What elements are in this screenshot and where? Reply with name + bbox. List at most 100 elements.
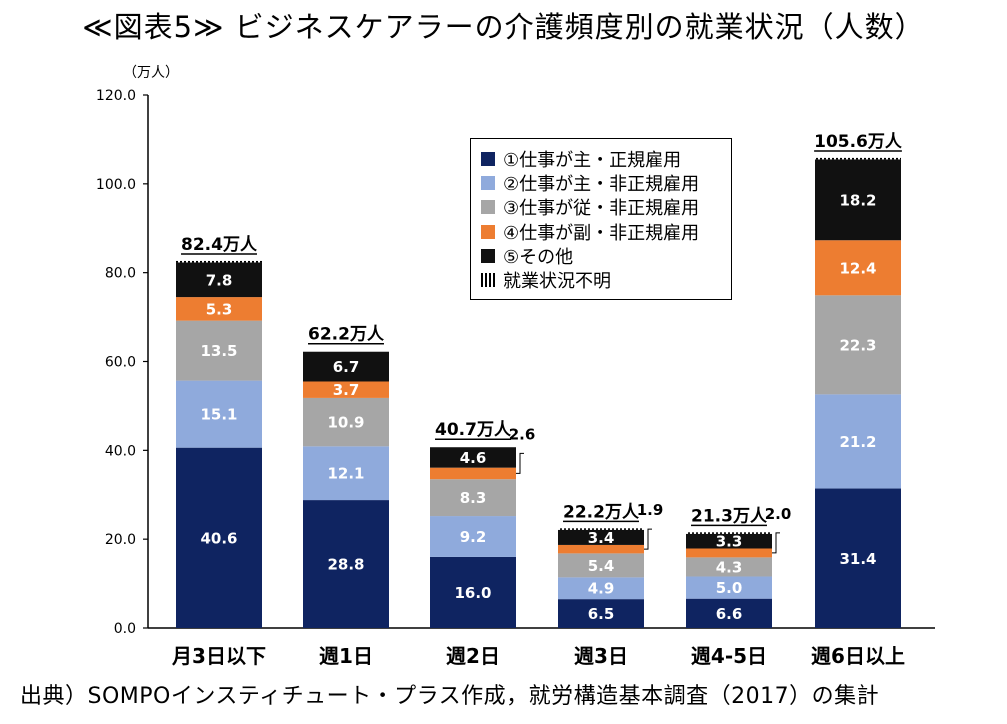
data-label: 21.2 bbox=[839, 433, 876, 451]
total-label: 82.4万人 bbox=[181, 235, 258, 255]
bar-segment bbox=[558, 529, 644, 545]
source-note: 出典）SOMPOインスティチュート・プラス作成，就労構造基本調査（2017）の集… bbox=[20, 684, 880, 709]
legend-label: ⑤その他 bbox=[503, 246, 574, 268]
bar-segment bbox=[558, 577, 644, 600]
data-label: 31.4 bbox=[839, 550, 876, 568]
total-label: 22.2万人 bbox=[563, 502, 640, 522]
y-tick-label: 40.0 bbox=[105, 443, 136, 459]
legend-label: ④仕事が副・非正規雇用 bbox=[503, 222, 700, 244]
bar-segment bbox=[558, 544, 644, 554]
legend-label: ①仕事が主・正規雇用 bbox=[503, 150, 682, 172]
y-tick-label: 20.0 bbox=[105, 532, 136, 548]
bar-segment bbox=[558, 599, 644, 628]
data-label: 3.7 bbox=[333, 381, 360, 399]
bar-segment bbox=[558, 528, 644, 530]
bar-segment bbox=[686, 576, 772, 599]
legend-label: ②仕事が主・非正規雇用 bbox=[503, 174, 700, 196]
bar-segment bbox=[176, 380, 262, 448]
legend-item: ⑤その他 bbox=[481, 244, 721, 268]
bar-segment bbox=[815, 488, 901, 628]
bar-segment bbox=[815, 295, 901, 395]
bar-segment bbox=[558, 553, 644, 578]
data-label: 2.0 bbox=[765, 505, 792, 523]
data-label: 10.9 bbox=[327, 414, 364, 432]
y-tick-label: 60.0 bbox=[105, 355, 136, 371]
bar-segment bbox=[430, 467, 516, 480]
legend-item: ②仕事が主・非正規雇用 bbox=[481, 171, 721, 195]
bar-segment bbox=[430, 479, 516, 517]
data-label: 22.3 bbox=[839, 336, 876, 354]
bar-segment bbox=[815, 240, 901, 296]
data-label: 7.8 bbox=[206, 271, 233, 289]
data-label: 4.3 bbox=[716, 558, 743, 576]
data-label: 12.1 bbox=[327, 465, 364, 483]
legend-label: 就業状況不明 bbox=[503, 271, 611, 293]
legend-item: ③仕事が従・非正規雇用 bbox=[481, 195, 721, 219]
data-label: 28.8 bbox=[327, 556, 364, 574]
legend: ①仕事が主・正規雇用 ②仕事が主・非正規雇用 ③仕事が従・非正規雇用 ④仕事が副… bbox=[470, 138, 732, 300]
legend-swatch bbox=[481, 200, 495, 215]
x-tick-label: 週6日以上 bbox=[811, 644, 905, 668]
bar-segment bbox=[303, 381, 389, 398]
bar-segment bbox=[686, 598, 772, 628]
total-label: 62.2万人 bbox=[308, 325, 385, 345]
legend-swatch bbox=[481, 224, 495, 239]
data-label: 12.4 bbox=[839, 259, 876, 277]
bar-segment bbox=[303, 500, 389, 628]
data-label: 6.7 bbox=[333, 358, 360, 376]
y-tick-label: 100.0 bbox=[96, 177, 136, 193]
bar-segment bbox=[686, 532, 772, 534]
data-label: 5.0 bbox=[716, 579, 743, 597]
bar-segment bbox=[686, 557, 772, 577]
callout-line bbox=[516, 452, 524, 474]
y-tick-label: 80.0 bbox=[105, 266, 136, 282]
bar-segment bbox=[176, 447, 262, 628]
bar-segment bbox=[430, 556, 516, 628]
data-label: 16.0 bbox=[454, 584, 491, 602]
data-label: 13.5 bbox=[200, 342, 237, 360]
x-tick-label: 週3日 bbox=[574, 644, 628, 668]
y-axis-unit-label: （万人） bbox=[123, 65, 179, 81]
data-label: 4.9 bbox=[588, 580, 615, 598]
callout-line bbox=[644, 528, 652, 550]
bar-segment bbox=[176, 320, 262, 381]
legend-swatch bbox=[481, 248, 495, 263]
data-label: 5.3 bbox=[206, 300, 233, 318]
data-label: 5.4 bbox=[588, 557, 615, 575]
x-tick-label: 週2日 bbox=[446, 644, 500, 668]
data-label: 6.6 bbox=[716, 605, 743, 623]
legend-swatch bbox=[481, 273, 495, 288]
data-label: 6.5 bbox=[588, 605, 615, 623]
bar-segment bbox=[815, 159, 901, 241]
data-label: 18.2 bbox=[839, 191, 876, 209]
data-label: 15.1 bbox=[200, 406, 237, 424]
legend-label: ③仕事が従・非正規雇用 bbox=[503, 198, 700, 220]
bar-segment bbox=[303, 446, 389, 501]
data-label: 4.6 bbox=[460, 449, 487, 467]
bar-segment bbox=[176, 260, 262, 263]
bar-segment bbox=[815, 157, 901, 160]
x-tick-label: 月3日以下 bbox=[171, 644, 266, 668]
bar-segment bbox=[815, 394, 901, 489]
total-label: 105.6万人 bbox=[814, 132, 903, 152]
data-label: 3.3 bbox=[716, 533, 743, 551]
bar-segment bbox=[303, 351, 389, 382]
data-label: 40.6 bbox=[200, 529, 237, 547]
total-label: 21.3万人 bbox=[691, 506, 768, 526]
bar-segment bbox=[430, 516, 516, 557]
legend-swatch bbox=[481, 152, 495, 167]
callout-line bbox=[772, 532, 780, 554]
legend-item: ①仕事が主・正規雇用 bbox=[481, 147, 721, 171]
data-label: 3.4 bbox=[588, 529, 615, 547]
legend-item: ④仕事が副・非正規雇用 bbox=[481, 220, 721, 244]
x-tick-label: 週1日 bbox=[319, 644, 373, 668]
bar-segment bbox=[686, 533, 772, 549]
data-label: 2.6 bbox=[509, 425, 536, 443]
bar-segment bbox=[686, 548, 772, 558]
data-label: 8.3 bbox=[460, 489, 487, 507]
legend-item: 就業状況不明 bbox=[481, 268, 721, 292]
data-label: 1.9 bbox=[637, 501, 664, 519]
y-tick-label: 0.0 bbox=[114, 621, 136, 637]
chart-title: ≪図表5≫ ビジネスケアラーの介護頻度別の就業状況（人数） bbox=[82, 10, 925, 44]
